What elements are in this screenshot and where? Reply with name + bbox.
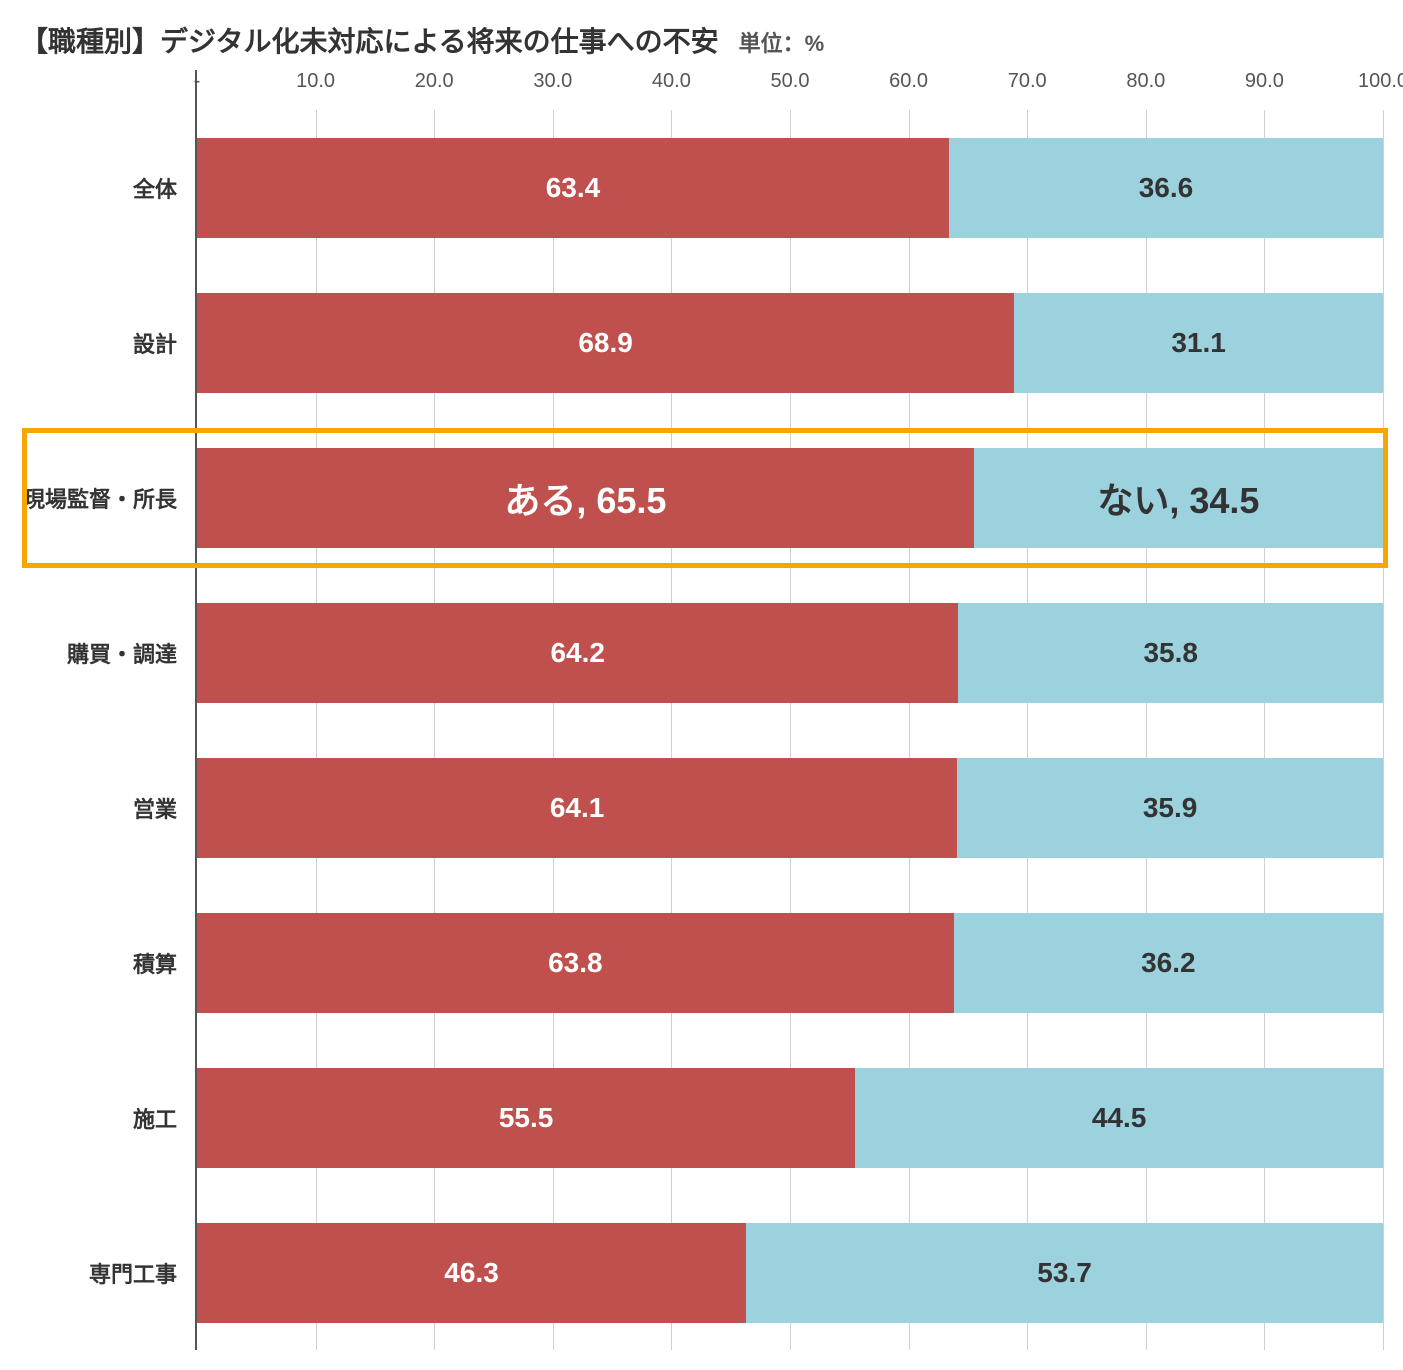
chart-container: 【職種別】デジタル化未対応による将来の仕事への不安 単位：% 全体設計現場監督・… — [20, 20, 1383, 1350]
y-axis-label: 現場監督・所長 — [20, 420, 195, 575]
bar-segment-aru: 64.2 — [197, 603, 958, 703]
y-axis-label: 積算 — [20, 885, 195, 1040]
plot-area: -10.020.030.040.050.060.070.080.090.0100… — [195, 70, 1383, 1350]
x-axis-tick: 70.0 — [1008, 70, 1047, 93]
bar-track: 55.544.5 — [197, 1068, 1383, 1168]
bar-segment-aru: 68.9 — [197, 293, 1014, 393]
y-axis-label: 営業 — [20, 730, 195, 885]
bar-track: 68.931.1 — [197, 293, 1383, 393]
bar-track: 64.135.9 — [197, 758, 1383, 858]
y-axis-label: 専門工事 — [20, 1195, 195, 1350]
bar-segment-nai: 44.5 — [855, 1068, 1383, 1168]
y-axis-labels: 全体設計現場監督・所長購買・調達営業積算施工専門工事 — [20, 70, 195, 1350]
y-axis-label: 設計 — [20, 265, 195, 420]
bar-segment-aru: 55.5 — [197, 1068, 855, 1168]
bar-segment-nai: 53.7 — [746, 1223, 1383, 1323]
bar-track: 64.235.8 — [197, 603, 1383, 703]
x-axis-tick: 50.0 — [771, 70, 810, 93]
x-axis-tick: 20.0 — [415, 70, 454, 93]
bar-segment-aru: ある, 65.5 — [197, 448, 974, 548]
y-axis-label: 全体 — [20, 110, 195, 265]
x-axis: -10.020.030.040.050.060.070.080.090.0100… — [197, 70, 1383, 110]
bar-segment-nai: 36.2 — [954, 913, 1383, 1013]
bar-segment-aru: 63.4 — [197, 138, 949, 238]
x-axis-tick: 60.0 — [889, 70, 928, 93]
chart-title: 【職種別】デジタル化未対応による将来の仕事への不安 — [20, 20, 719, 60]
x-axis-tick: 30.0 — [533, 70, 572, 93]
bar-segment-nai: 35.8 — [958, 603, 1383, 703]
bar-track: ある, 65.5ない, 34.5 — [197, 448, 1383, 548]
bar-track: 63.836.2 — [197, 913, 1383, 1013]
bar-segment-nai: 31.1 — [1014, 293, 1383, 393]
y-axis-label: 購買・調達 — [20, 575, 195, 730]
bar-segment-aru: 64.1 — [197, 758, 957, 858]
x-axis-tick: - — [194, 70, 201, 93]
x-axis-tick: 90.0 — [1245, 70, 1284, 93]
bar-segment-nai: ない, 34.5 — [974, 448, 1383, 548]
bar-segment-aru: 46.3 — [197, 1223, 746, 1323]
x-axis-tick: 40.0 — [652, 70, 691, 93]
bar-track: 46.353.7 — [197, 1223, 1383, 1323]
bar-segment-aru: 63.8 — [197, 913, 954, 1013]
y-axis-label: 施工 — [20, 1040, 195, 1195]
bar-segment-nai: 35.9 — [957, 758, 1383, 858]
x-axis-tick: 10.0 — [296, 70, 335, 93]
x-axis-tick: 80.0 — [1126, 70, 1165, 93]
chart-header: 【職種別】デジタル化未対応による将来の仕事への不安 単位：% — [20, 20, 1383, 60]
bar-track: 63.436.6 — [197, 138, 1383, 238]
x-axis-tick: 100.0 — [1358, 70, 1403, 93]
gridline — [1383, 110, 1384, 1350]
bar-segment-nai: 36.6 — [949, 138, 1383, 238]
chart-unit-label: 単位：% — [739, 26, 825, 58]
plot-wrapper: 全体設計現場監督・所長購買・調達営業積算施工専門工事 - 10.0 20.0 30.0… — [20, 70, 1383, 1350]
